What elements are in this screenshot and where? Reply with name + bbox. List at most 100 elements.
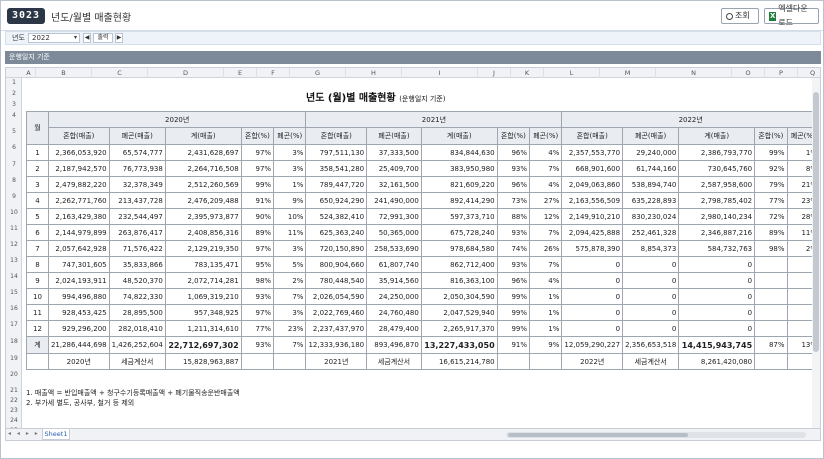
value-cell: 4%: [529, 272, 563, 289]
column-header[interactable]: I: [402, 68, 478, 78]
row-header[interactable]: 10: [10, 209, 18, 216]
row-header[interactable]: 12: [10, 241, 18, 248]
value-cell: 79%: [754, 176, 788, 193]
row-header[interactable]: 19: [10, 355, 18, 362]
value-cell: 97%: [240, 160, 275, 177]
sheet-tab[interactable]: Sheet1: [42, 429, 70, 440]
column-header[interactable]: O: [732, 68, 765, 78]
row-header[interactable]: 4: [12, 112, 16, 119]
year-label: 년도: [12, 34, 25, 42]
row-header[interactable]: 18: [10, 338, 18, 345]
row-header[interactable]: 23: [10, 407, 18, 414]
row-header[interactable]: 16: [10, 305, 18, 312]
column-header[interactable]: B: [36, 68, 92, 78]
value-cell: 994,496,880: [47, 288, 110, 305]
chevron-down-icon: ▾: [73, 34, 77, 41]
month-cell: 5: [26, 208, 49, 225]
value-cell: 96%: [496, 272, 531, 289]
value-cell: 2,346,887,216: [678, 224, 756, 241]
table-row: 1 2,366,053,920 65,574,777 2,431,628,697 97%…: [26, 144, 820, 161]
footnote-1: 1. 매출액 = 반입매출액 + 청구수기등록매출액 + 폐기물직송운반매출액: [26, 389, 240, 397]
column-header[interactable]: G: [290, 68, 346, 78]
value-cell: 2,022,769,460: [305, 304, 368, 321]
value-cell: 89%: [240, 224, 275, 241]
column-header[interactable]: N: [656, 68, 732, 78]
column-header[interactable]: J: [478, 68, 511, 78]
row-header[interactable]: 9: [12, 193, 16, 200]
column-subheader: 혼합(매출): [561, 127, 624, 145]
value-cell: 538,894,740: [622, 176, 680, 193]
value-cell: 77%: [754, 192, 788, 209]
column-header[interactable]: K: [511, 68, 544, 78]
total-label: 계: [26, 336, 49, 354]
value-cell: 24,760,480: [366, 304, 422, 321]
column-header[interactable]: E: [224, 68, 257, 78]
vertical-scroll-thumb[interactable]: [813, 92, 819, 352]
sheet-nav-arrows[interactable]: ◂ ◂ ▸ ▸: [8, 430, 40, 437]
column-header[interactable]: P: [765, 68, 798, 78]
value-cell: 789,447,720: [305, 176, 368, 193]
total-cell: 2,356,653,518: [622, 336, 680, 354]
column-header[interactable]: F: [257, 68, 290, 78]
value-cell: 99%: [240, 176, 275, 193]
column-header[interactable]: D: [148, 68, 224, 78]
value-cell: 91%: [240, 192, 275, 209]
row-header-bar: 1234567891011121314151617181920212223242…: [6, 78, 22, 428]
value-cell: 862,712,400: [420, 256, 498, 273]
row-header[interactable]: 2: [12, 90, 16, 97]
row-header[interactable]: 22: [10, 397, 18, 404]
value-cell: 61,807,740: [366, 256, 422, 273]
year-select[interactable]: 2022 ▾: [28, 33, 80, 43]
row-header[interactable]: 17: [10, 321, 18, 328]
column-header[interactable]: M: [600, 68, 656, 78]
prev-year-button[interactable]: ◀: [83, 33, 91, 43]
value-cell: 213,437,728: [108, 192, 166, 209]
row-header[interactable]: 8: [12, 177, 16, 184]
column-header[interactable]: H: [346, 68, 402, 78]
month-cell: 4: [26, 192, 49, 209]
column-header[interactable]: Q: [798, 68, 820, 78]
value-cell: 73%: [496, 192, 531, 209]
row-header[interactable]: 3: [12, 101, 16, 108]
value-cell: 88%: [496, 208, 531, 225]
row-header[interactable]: 24: [10, 417, 18, 424]
row-header[interactable]: 11: [10, 225, 18, 232]
value-cell: 99%: [754, 144, 788, 161]
row-header[interactable]: 7: [12, 161, 16, 168]
row-header[interactable]: 13: [10, 257, 18, 264]
horizontal-scroll-thumb[interactable]: [508, 433, 688, 437]
column-header[interactable]: A: [22, 68, 36, 78]
value-cell: 2,057,642,928: [47, 240, 110, 257]
month-cell: 3: [26, 176, 49, 193]
column-subheader: 혼합(매출): [47, 127, 110, 145]
value-cell: 97%: [240, 304, 275, 321]
excel-download-button[interactable]: X 엑셀다운로드: [764, 4, 819, 27]
value-cell: 35,914,560: [366, 272, 422, 289]
horizontal-scrollbar[interactable]: [506, 432, 806, 438]
value-cell: 780,448,540: [305, 272, 368, 289]
vertical-scrollbar[interactable]: [812, 78, 820, 428]
value-cell: 263,876,417: [108, 224, 166, 241]
row-header[interactable]: 5: [12, 128, 16, 135]
value-cell: 2,163,556,509: [561, 192, 624, 209]
row-header[interactable]: 14: [10, 273, 18, 280]
row-header[interactable]: 20: [10, 371, 18, 378]
value-cell: 282,018,410: [108, 320, 166, 337]
row-header[interactable]: 6: [12, 144, 16, 151]
value-cell: 675,728,240: [420, 224, 498, 241]
value-cell: 2,431,628,697: [164, 144, 242, 161]
total-cell: 93%: [240, 336, 275, 354]
row-header[interactable]: 1: [12, 79, 16, 86]
row-header[interactable]: 25: [6, 426, 22, 428]
value-cell: 821,609,220: [420, 176, 498, 193]
row-header[interactable]: 15: [10, 289, 18, 296]
row-header[interactable]: 21: [10, 387, 18, 394]
value-cell: 892,414,290: [420, 192, 498, 209]
search-button[interactable]: 조회: [721, 8, 759, 24]
value-cell: 96%: [496, 176, 531, 193]
column-header[interactable]: C: [92, 68, 148, 78]
column-header[interactable]: L: [544, 68, 600, 78]
output-button[interactable]: 출력: [93, 33, 113, 43]
next-year-button[interactable]: ▶: [115, 33, 123, 43]
